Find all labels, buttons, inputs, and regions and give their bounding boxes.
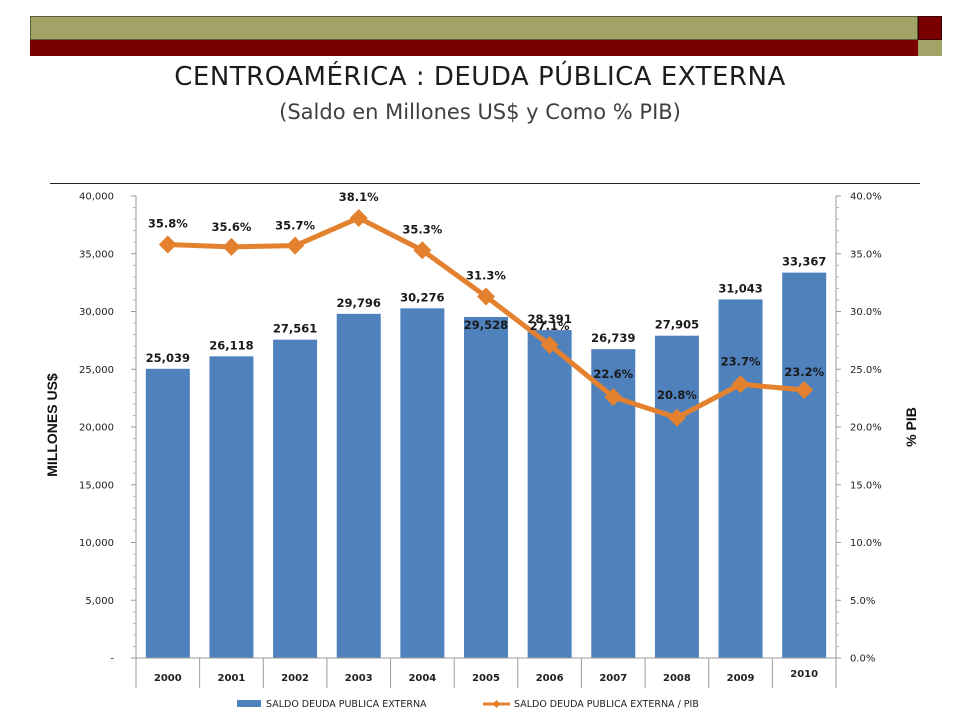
bar-2002: [273, 339, 318, 658]
legend-label-bars: SALDO DEUDA PUBLICA EXTERNA: [266, 699, 427, 710]
y-tick-label: 20,000: [79, 423, 114, 434]
y-tick-label: 5,000: [85, 596, 114, 607]
pct-pib-marker-2005: [477, 287, 495, 306]
line-value-label: 35.6%: [212, 220, 252, 234]
axes: - 0.0% 5,000 5.0% 10,000 10.0% 15,000 15.0% 20,0…: [79, 192, 882, 688]
header-band-olive: [30, 16, 918, 40]
y2-tick-label: 25.0%: [850, 365, 882, 376]
bar-value-label: 27,561: [273, 322, 317, 336]
y-tick-label: 10,000: [79, 538, 114, 549]
y-tick-label: 15,000: [79, 480, 114, 491]
y-tick-label: 30,000: [79, 307, 114, 318]
pct-pib-marker-2007: [604, 387, 623, 406]
legend: SALDO DEUDA PUBLICA EXTERNA SALDO DEUDA …: [237, 699, 699, 710]
bar-2006: [527, 330, 572, 658]
line-value-label: 35.7%: [275, 219, 315, 233]
y2-tick-label: 40.0%: [850, 192, 882, 203]
pct-pib-marker-2004: [413, 241, 432, 260]
pct-pib-marker-2001: [222, 237, 241, 256]
pct-pib-marker-2009: [731, 375, 750, 394]
legend-swatch-marker: [492, 700, 501, 708]
pct-pib-marker-2010: [795, 381, 814, 400]
line-value-label: 35.3%: [402, 222, 442, 236]
line-value-label: 38.1%: [339, 190, 379, 204]
bar-series: [145, 272, 827, 658]
x-tick-label: 2008: [663, 673, 691, 684]
line-value-label: 35.8%: [148, 217, 188, 231]
x-tick-label: 2006: [536, 673, 564, 684]
line-value-label: 23.2%: [784, 365, 824, 379]
y-tick-label: 40,000: [79, 192, 114, 203]
pct-pib-marker-2008: [667, 408, 686, 427]
bar-2004: [400, 308, 445, 658]
y2-tick-label: 20.0%: [850, 423, 882, 434]
x-tick-label: 2001: [218, 673, 246, 684]
bar-2010: [782, 272, 827, 658]
page-title: CENTROAMÉRICA : DEUDA PÚBLICA EXTERNA: [174, 62, 786, 92]
y2-axis-title: % PIB: [903, 407, 919, 447]
bar-2001: [209, 356, 254, 658]
y-tick-label: 35,000: [79, 249, 114, 260]
line-series: [158, 208, 814, 427]
x-tick-label: 2009: [727, 673, 755, 684]
x-tick-label: 2004: [408, 673, 436, 684]
pct-pib-marker-2000: [158, 235, 177, 254]
bar-value-label: 31,043: [718, 281, 762, 295]
x-tick-label: 2002: [281, 673, 309, 684]
bar-value-label: 26,739: [591, 331, 635, 345]
x-tick-label: 2003: [345, 673, 373, 684]
page-subtitle: (Saldo en Millones US$ y Como % PIB): [279, 100, 681, 124]
bar-value-label: 28,391: [527, 312, 571, 326]
bar-value-label: 29,796: [337, 296, 381, 310]
x-tick-label: 2005: [472, 673, 500, 684]
y2-tick-label: 10.0%: [850, 538, 882, 549]
bar-2000: [145, 368, 190, 658]
bar-value-label: 26,118: [209, 338, 253, 352]
y2-tick-label: 30.0%: [850, 307, 882, 318]
bar-value-label: 25,039: [146, 351, 190, 365]
bar-value-label: 30,276: [400, 290, 444, 304]
bar-2009: [718, 299, 763, 658]
bar-value-label: 29,528: [464, 318, 508, 332]
y2-tick-label: 35.0%: [850, 249, 882, 260]
line-value-label: 31.3%: [466, 268, 506, 282]
pct-pib-marker-2006: [540, 335, 559, 354]
x-tick-label: 2000: [154, 673, 182, 684]
y2-tick-label: 5.0%: [850, 596, 875, 607]
legend-label-line: SALDO DEUDA PUBLICA EXTERNA / PIB: [514, 699, 699, 710]
x-tick-label: 2010: [790, 669, 818, 680]
legend-swatch-bars: [237, 700, 261, 707]
line-value-label: 22.6%: [593, 367, 633, 381]
bar-value-label: 33,367: [782, 255, 826, 269]
data-labels: 25,039 26,118 27,561 29,796 30,276 29,528 28,3…: [146, 190, 827, 402]
header-corner-square-maroon: [918, 16, 942, 40]
bar-value-label: 27,905: [655, 318, 699, 332]
line-value-label: 27.1%: [530, 319, 570, 333]
header-corner-square-olive: [918, 40, 942, 56]
y2-tick-label: 15.0%: [850, 480, 882, 491]
y2-tick-label: 0.0%: [850, 654, 875, 665]
pct-pib-marker-2002: [286, 236, 305, 255]
y-tick-label: 25,000: [79, 365, 114, 376]
bar-2005: [464, 316, 508, 658]
y-axis-title: MILLONES US$: [44, 373, 60, 477]
bar-2003: [336, 313, 381, 658]
line-value-label: 23.7%: [721, 354, 761, 368]
x-tick-label: 2007: [599, 673, 627, 684]
chart-top-rule: [50, 183, 920, 184]
line-value-label: 20.8%: [657, 388, 697, 402]
header-band-maroon: [30, 40, 918, 56]
y-tick-label: -: [110, 654, 114, 665]
pct-pib-marker-2003: [349, 208, 368, 227]
bar-2008: [654, 335, 699, 658]
